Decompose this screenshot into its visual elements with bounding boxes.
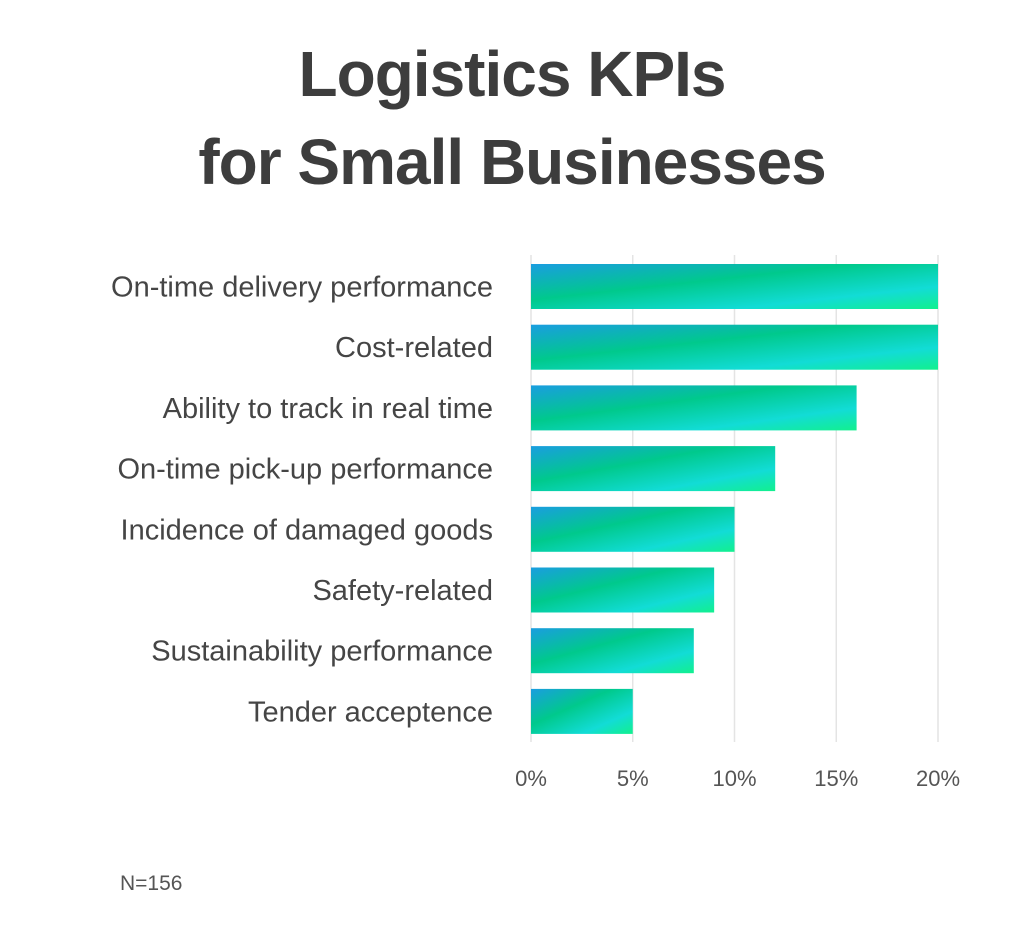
category-label: On-time pick-up performance xyxy=(117,454,493,486)
sample-size-note: N=156 xyxy=(120,872,183,895)
bar xyxy=(531,446,776,492)
category-label: Cost-related xyxy=(335,332,493,364)
category-label: Incidence of damaged goods xyxy=(121,514,493,546)
x-tick-label: 20% xyxy=(916,766,960,791)
x-tick-label: 15% xyxy=(814,766,858,791)
bar xyxy=(531,688,633,734)
chart-title-line-1: Logistics KPIs xyxy=(298,38,727,110)
chart-title-line-2: for Small Businesses xyxy=(198,126,826,198)
category-label: Sustainability performance xyxy=(151,636,493,668)
bar xyxy=(531,324,938,370)
bar xyxy=(531,506,735,552)
bar xyxy=(531,385,857,431)
category-label: Safety-related xyxy=(312,575,493,607)
category-label: On-time delivery performance xyxy=(111,272,493,304)
bar xyxy=(531,264,938,309)
x-tick-label: 0% xyxy=(515,766,547,791)
x-tick-label: 5% xyxy=(617,766,649,791)
category-label: Ability to track in real time xyxy=(163,393,493,425)
bar xyxy=(531,567,715,613)
x-tick-label: 10% xyxy=(712,766,756,791)
bar xyxy=(531,628,694,674)
category-label: Tender acceptence xyxy=(248,696,493,728)
